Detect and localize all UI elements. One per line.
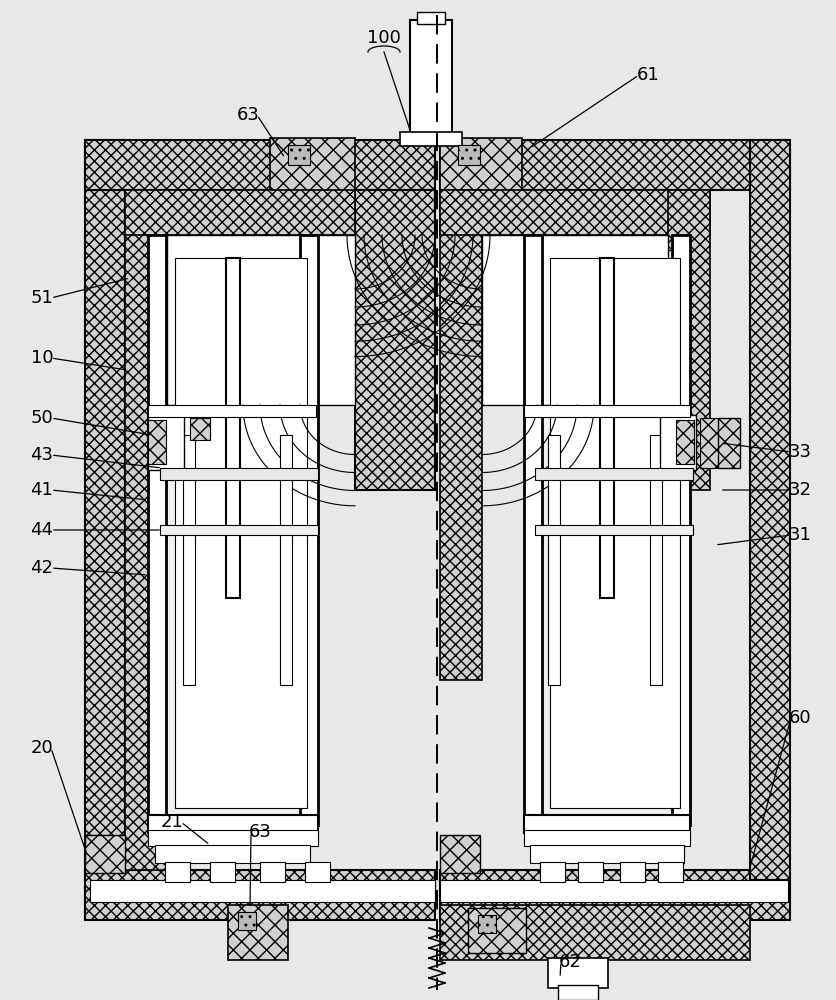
Bar — [280, 435, 292, 685]
Text: 43: 43 — [30, 446, 54, 464]
Bar — [477, 915, 496, 933]
Bar — [85, 140, 435, 190]
Bar — [190, 418, 210, 440]
Bar — [183, 435, 195, 685]
Bar — [440, 870, 789, 920]
Bar — [148, 830, 318, 846]
Bar — [125, 190, 354, 235]
Text: 44: 44 — [30, 521, 54, 539]
Bar — [749, 140, 789, 880]
Bar — [410, 20, 451, 140]
Bar — [440, 905, 749, 960]
Bar — [167, 235, 354, 405]
Bar — [440, 835, 479, 873]
Bar — [85, 835, 125, 873]
Bar — [548, 435, 559, 685]
Bar — [548, 958, 607, 988]
Text: 10: 10 — [31, 349, 54, 367]
Text: 63: 63 — [237, 106, 259, 124]
Bar — [288, 145, 309, 165]
Bar — [148, 420, 166, 464]
Bar — [599, 258, 614, 598]
Bar — [467, 908, 525, 953]
Bar — [578, 862, 602, 882]
Bar — [148, 815, 318, 833]
Bar — [440, 140, 789, 190]
Text: 50: 50 — [31, 409, 54, 427]
Bar — [534, 468, 692, 480]
Text: 32: 32 — [788, 481, 811, 499]
Bar — [619, 862, 645, 882]
Bar — [85, 140, 125, 880]
Bar — [529, 845, 683, 863]
Text: 21: 21 — [161, 813, 183, 831]
Bar — [523, 815, 689, 833]
Bar — [650, 435, 661, 685]
Bar — [270, 138, 354, 198]
Text: 62: 62 — [558, 953, 581, 971]
Bar — [440, 880, 787, 902]
Bar — [539, 862, 564, 882]
Bar — [165, 862, 190, 882]
Bar — [416, 12, 445, 24]
Bar — [210, 862, 235, 882]
Bar — [354, 190, 435, 490]
Bar — [148, 405, 316, 417]
Bar — [482, 235, 667, 405]
Bar — [699, 418, 719, 468]
Bar — [671, 235, 689, 825]
Text: 41: 41 — [31, 481, 54, 499]
Bar — [440, 190, 482, 680]
Bar — [155, 845, 309, 863]
Text: 100: 100 — [367, 29, 400, 47]
Bar — [237, 912, 256, 930]
Bar — [523, 830, 689, 846]
Bar — [542, 250, 689, 815]
Text: 51: 51 — [31, 289, 54, 307]
Bar — [148, 415, 184, 470]
Bar — [166, 250, 318, 815]
Bar — [558, 985, 597, 1000]
Bar — [523, 405, 689, 417]
Bar — [400, 132, 461, 146]
Text: 33: 33 — [788, 443, 811, 461]
Bar — [160, 468, 318, 480]
Bar — [299, 235, 318, 825]
Bar — [667, 190, 709, 490]
Bar — [304, 862, 329, 882]
Bar — [226, 258, 240, 598]
Bar — [549, 258, 679, 808]
Bar — [148, 235, 166, 825]
Bar — [175, 258, 307, 808]
Text: 31: 31 — [788, 526, 810, 544]
Bar — [227, 905, 288, 960]
Bar — [125, 190, 167, 870]
Bar — [660, 415, 696, 470]
Bar — [160, 525, 318, 535]
Bar — [534, 525, 692, 535]
Text: 63: 63 — [248, 823, 271, 841]
Bar — [85, 870, 435, 920]
Bar — [657, 862, 682, 882]
Bar — [260, 862, 285, 882]
Bar — [440, 190, 709, 235]
Bar — [90, 880, 435, 902]
Text: 42: 42 — [30, 559, 54, 577]
Text: 20: 20 — [31, 739, 54, 757]
Bar — [717, 418, 739, 468]
Bar — [523, 235, 542, 825]
Bar — [457, 145, 479, 165]
Bar — [440, 138, 522, 198]
Text: 61: 61 — [636, 66, 659, 84]
Text: 60: 60 — [788, 709, 810, 727]
Bar — [675, 420, 693, 464]
